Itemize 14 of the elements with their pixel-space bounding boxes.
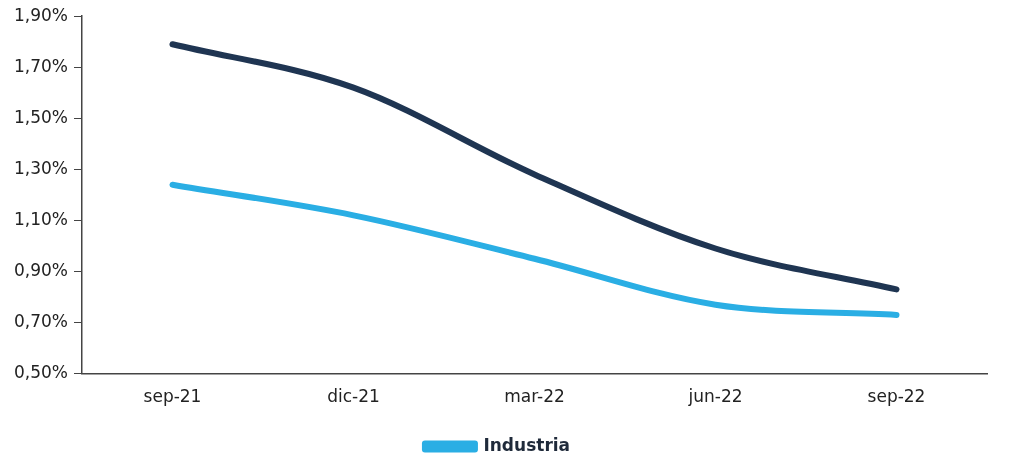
legend-label: Industria	[483, 434, 571, 455]
y-tick-label: 0,90%	[13, 259, 68, 280]
y-tick-label: 1,90%	[13, 4, 68, 25]
y-tick-label: 1,10%	[13, 208, 68, 229]
x-tick-label: jun-22	[687, 386, 743, 407]
y-tick-label: 0,50%	[13, 362, 68, 383]
x-tick-label: mar-22	[504, 386, 565, 407]
y-tick-label: 1,70%	[13, 55, 68, 76]
x-tick-label: sep-22	[867, 386, 926, 407]
y-tick-label: 1,30%	[13, 157, 68, 178]
y-tick-label: 1,50%	[13, 106, 68, 127]
x-tick-label: dic-21	[327, 386, 380, 407]
x-tick-label: sep-21	[143, 386, 202, 407]
y-tick-label: 0,70%	[13, 310, 68, 331]
